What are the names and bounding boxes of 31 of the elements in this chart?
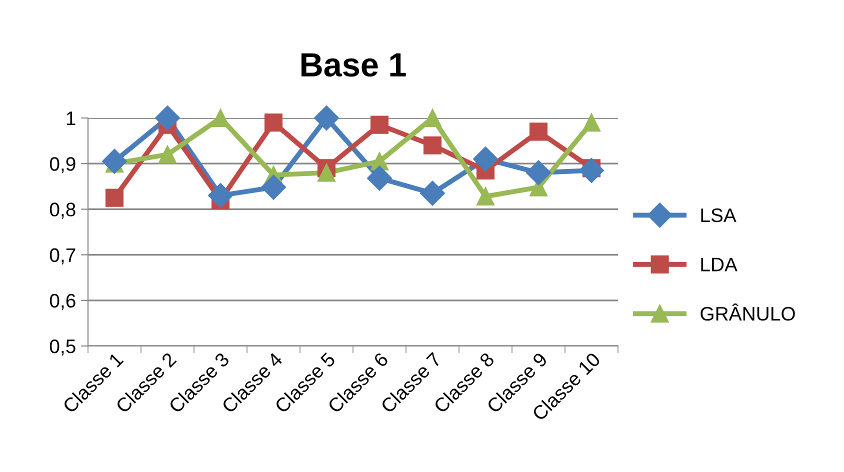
point — [526, 160, 551, 186]
y-tick-label: 0,9 — [50, 157, 76, 174]
point — [208, 183, 233, 208]
y-tick-label: 0,5 — [50, 339, 76, 356]
legend-label: LDA — [701, 258, 738, 272]
point — [155, 106, 180, 130]
point — [423, 108, 442, 128]
y-tick-label: 0,7 — [50, 248, 76, 264]
point — [473, 146, 498, 172]
point — [261, 174, 286, 200]
point — [370, 116, 389, 134]
point — [423, 136, 442, 154]
point — [264, 114, 283, 132]
point — [420, 180, 445, 206]
point — [317, 164, 336, 182]
point — [105, 188, 124, 207]
point — [476, 187, 495, 206]
y-tick-label: 0,8 — [50, 202, 76, 219]
point — [102, 148, 127, 174]
point — [314, 106, 339, 130]
point — [579, 158, 604, 183]
point — [211, 108, 230, 128]
point — [582, 114, 601, 132]
point — [158, 145, 177, 164]
y-tick-label: 1 — [66, 112, 76, 126]
chart-title: Base 1 — [301, 53, 406, 77]
point — [529, 122, 548, 141]
legend-label: GRÂNULO — [700, 303, 795, 321]
point — [367, 166, 392, 191]
legend-label: LSA — [701, 208, 736, 222]
y-tick-label: 0,6 — [50, 294, 76, 310]
